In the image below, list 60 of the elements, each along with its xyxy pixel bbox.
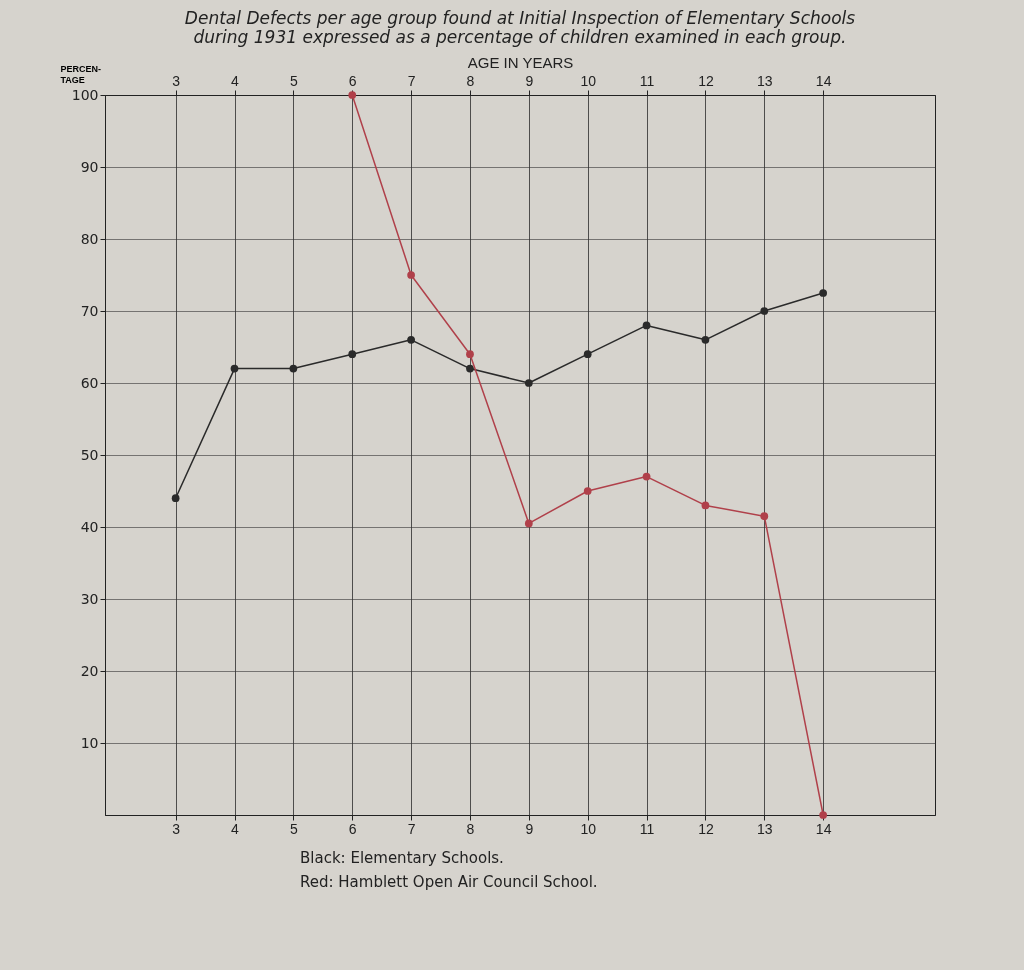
point (407, 335, 415, 344)
x-tick-label: 5 (289, 820, 298, 837)
point (760, 512, 769, 521)
point (524, 379, 533, 387)
x2-tick-label: 5 (289, 72, 298, 89)
x2-tick-label: 3 (172, 72, 181, 89)
x2-tick-label: 11 (639, 72, 655, 89)
y-tick-label: 90 (80, 158, 99, 175)
point (171, 494, 180, 503)
point (348, 350, 357, 359)
point (701, 335, 710, 344)
x-tick-label: 4 (231, 820, 240, 837)
point (583, 487, 592, 495)
point (466, 364, 474, 373)
chart-title: Dental Defects per age group found at Initial Inspection of Elementary Schools during 1931 expressed as a percentage of children examined in each group. (184, 8, 856, 47)
point (760, 307, 769, 315)
x2-tick-label: 12 (698, 72, 714, 89)
y-axis-title: PERCEN-TAGE (60, 63, 102, 85)
point (642, 472, 651, 481)
x-tick-label: 6 (348, 820, 357, 837)
point (289, 364, 298, 373)
point (524, 519, 533, 528)
x2-tick-label: 14 (815, 72, 832, 89)
point (819, 811, 828, 819)
y-tick-label: 70 (80, 302, 99, 319)
point (407, 271, 415, 279)
x-tick-label: 9 (525, 820, 534, 837)
x2-tick-label: 13 (757, 72, 773, 89)
x2-tick-label: 8 (466, 72, 475, 89)
y-tick-label: 50 (80, 446, 99, 463)
y-tick-label: 40 (80, 518, 99, 535)
point (701, 501, 710, 510)
x2-tick-label: 7 (407, 72, 416, 89)
y-tick-label: 10 (80, 734, 99, 751)
y-tick-label: 20 (80, 662, 99, 679)
y-tick-label: 60 (80, 374, 99, 391)
x2-axis-title: AGE IN YEARS (467, 53, 574, 71)
point (230, 364, 239, 373)
y-tick-label: 30 (80, 590, 99, 607)
point (819, 289, 828, 297)
x-tick-label: 10 (580, 820, 597, 837)
x2-tick-label: 6 (348, 72, 357, 89)
x-tick-label: 12 (698, 820, 714, 837)
x2-tick-label: 4 (231, 72, 240, 89)
x2-tick-label: 10 (580, 72, 597, 89)
x2-tick-label: 9 (525, 72, 534, 89)
x-tick-label: 8 (466, 820, 475, 837)
text: Black: Elementary Schools. (300, 848, 505, 869)
x-tick-label: 11 (639, 820, 655, 837)
point (642, 321, 651, 330)
y-tick-label: 100 (71, 86, 99, 103)
point (466, 350, 474, 359)
x-tick-label: 3 (172, 820, 181, 837)
point (348, 91, 357, 99)
point (583, 350, 592, 359)
y-tick-label: 80 (80, 230, 99, 247)
x-tick-label: 13 (757, 820, 773, 837)
text: Red: Hamblett Open Air Council School. (300, 872, 599, 893)
x-tick-label: 14 (815, 820, 832, 837)
x-tick-label: 7 (407, 820, 416, 837)
